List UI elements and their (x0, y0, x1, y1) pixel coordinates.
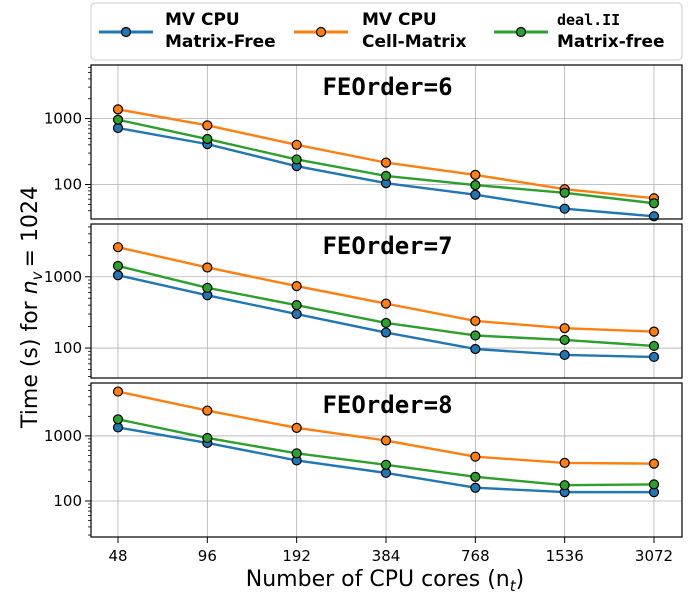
panel-3: 100 1000 FEOrder=8 (44, 382, 683, 538)
legend-label-3a: deal.II (557, 11, 620, 29)
x-axis-label-symbol: (n (487, 567, 510, 592)
y-tick-label: 100 (53, 492, 82, 510)
data-point (470, 169, 481, 180)
y-tick-label: 100 (53, 339, 82, 357)
data-point (470, 189, 481, 200)
y-tick-label: 1000 (44, 427, 82, 445)
panel-title: FEOrder=8 (322, 391, 452, 419)
data-point (202, 262, 213, 273)
data-point (291, 422, 302, 433)
y-tick-label: 1000 (44, 110, 82, 128)
legend-marker-1 (120, 26, 132, 38)
data-point (202, 405, 213, 416)
x-axis-label: Number of CPU cores (nt) (246, 567, 524, 595)
data-point (291, 139, 302, 150)
data-point (648, 351, 660, 363)
data-point (112, 386, 124, 397)
data-point (112, 414, 124, 425)
data-point (112, 270, 124, 281)
data-point (470, 330, 481, 341)
panel-2: 100 1000 FEOrder=7 (44, 223, 683, 379)
data-point (648, 458, 660, 469)
data-point (380, 435, 392, 446)
y-axis-label-text: Time (s) for (18, 300, 43, 429)
data-point (380, 170, 392, 182)
x-tick-label: 48 (108, 547, 127, 565)
data-point (380, 317, 392, 329)
panel-title: FEOrder=6 (322, 73, 452, 101)
data-point (291, 308, 302, 320)
legend-frame (90, 2, 683, 61)
data-point (202, 120, 213, 131)
data-point (202, 432, 213, 444)
data-point (380, 459, 392, 470)
data-point (470, 471, 481, 482)
data-point (648, 340, 660, 352)
data-point (380, 298, 392, 309)
data-point (202, 133, 213, 145)
data-point (559, 349, 570, 361)
data-point (291, 448, 302, 459)
data-point (470, 180, 481, 191)
legend: MV CPU Matrix-Free MV CPU Cell-Matrix de… (90, 2, 683, 61)
data-point (291, 280, 302, 292)
data-point (202, 282, 213, 293)
x-tick-labels: 48 96 192 384 768 1536 3072 (108, 537, 673, 565)
x-tick-label: 96 (198, 547, 217, 565)
legend-label-3b: Matrix-free (557, 32, 665, 52)
legend-label-2a: MV CPU (362, 10, 437, 30)
data-point (648, 326, 660, 337)
data-point (559, 203, 570, 214)
data-point (559, 480, 570, 491)
data-point (470, 315, 481, 327)
data-point (559, 323, 570, 334)
x-tick-label: 192 (282, 547, 311, 565)
y-axis-label-eq: = 1024 (18, 186, 43, 267)
data-point (380, 157, 392, 168)
data-point (112, 114, 124, 125)
panel-1: 100 1000 FEOrder=6 (44, 64, 683, 222)
data-point (112, 242, 124, 253)
data-point (470, 451, 481, 462)
legend-label-1b: Matrix-Free (165, 32, 276, 52)
x-axis-label-text: Number of CPU cores (246, 567, 480, 592)
x-tick-label: 768 (461, 547, 490, 565)
legend-marker-2 (315, 26, 327, 38)
data-point (112, 260, 124, 272)
data-point (559, 457, 570, 469)
data-point (291, 300, 302, 311)
x-tick-label: 1536 (546, 547, 584, 565)
x-axis-label-close: ) (516, 567, 525, 592)
y-axis-label-sub: v (28, 270, 46, 280)
legend-label-1a: MV CPU (165, 10, 240, 30)
data-point (648, 479, 660, 490)
legend-marker-3 (515, 26, 527, 38)
panel-frame (90, 223, 683, 379)
data-point (291, 154, 302, 165)
data-point (559, 334, 570, 346)
data-point (470, 482, 481, 493)
data-point (380, 327, 392, 338)
x-axis-label-sub: t (510, 577, 517, 595)
y-axis-label-symbol: n (18, 280, 43, 294)
data-point (470, 343, 481, 355)
y-tick-label: 100 (53, 176, 82, 194)
y-axis-label: Time (s) for nv = 1024 (18, 186, 46, 429)
data-point (112, 104, 124, 115)
x-tick-label: 3072 (635, 547, 673, 565)
y-tick-label: 1000 (44, 268, 82, 286)
x-tick-label: 384 (372, 547, 401, 565)
legend-label-2b: Cell-Matrix (362, 32, 466, 52)
data-point (559, 187, 570, 198)
data-point (648, 198, 660, 209)
panel-title: FEOrder=7 (322, 232, 452, 260)
panels: 100 1000 FEOrder=6 100 1000 FEOrder=7 100 1000 F… (44, 64, 683, 538)
panel-frame (90, 64, 683, 220)
